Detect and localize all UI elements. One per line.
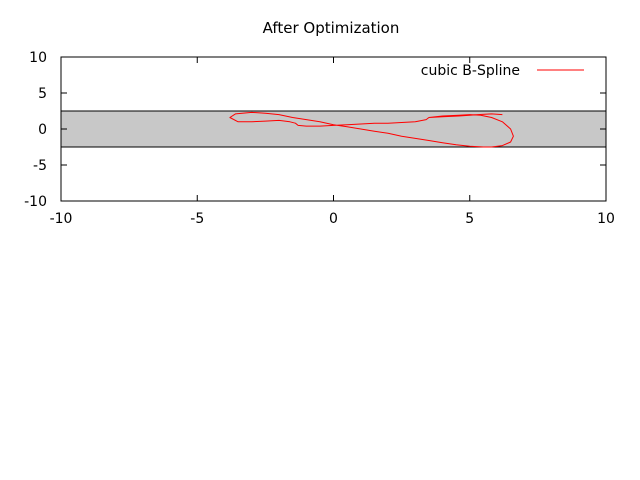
- legend: cubic B-Spline: [421, 63, 584, 79]
- axis-ticks: [60, 56, 607, 202]
- x-tick-label: 0: [329, 211, 338, 227]
- chart-title: After Optimization: [263, 19, 400, 37]
- y-tick-label: -10: [24, 194, 47, 210]
- shaded-band: [60, 110, 607, 148]
- y-tick-label: 5: [38, 86, 47, 102]
- x-tick-label: -10: [50, 211, 73, 227]
- series-layer: [229, 111, 514, 148]
- x-tick-label: 10: [597, 211, 615, 227]
- series-line-0: [229, 111, 514, 148]
- y-tick-label: -5: [33, 158, 47, 174]
- y-tick-label: 10: [29, 50, 47, 66]
- x-tick-label: 5: [465, 211, 474, 227]
- tick-labels: -10 -5 0 5 10 10 5 0 -5 -10: [24, 50, 615, 227]
- legend-label: cubic B-Spline: [421, 63, 520, 79]
- y-tick-label: 0: [38, 122, 47, 138]
- x-tick-label: -5: [190, 211, 204, 227]
